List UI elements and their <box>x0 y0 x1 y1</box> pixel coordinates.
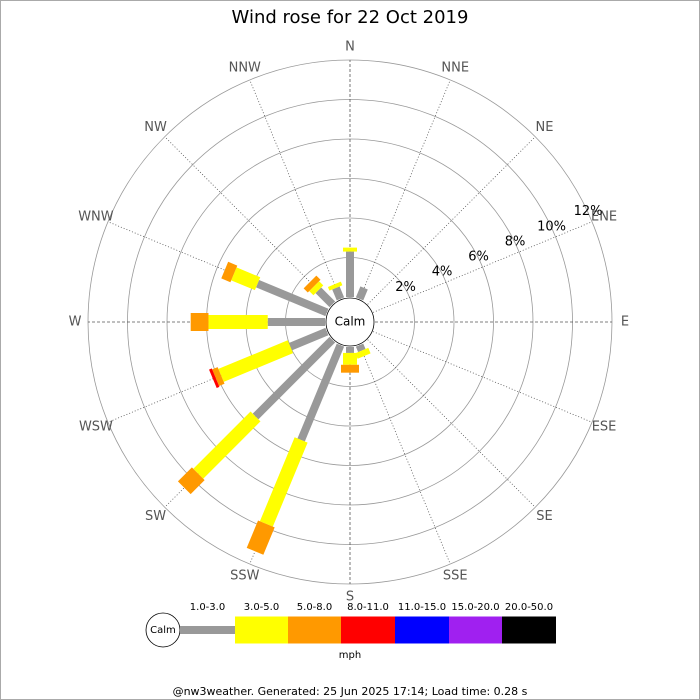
bar-segment <box>208 315 268 329</box>
bar-segment <box>288 327 329 351</box>
bar-segment <box>252 336 336 420</box>
calm-label: Calm <box>335 315 366 329</box>
bar-segment <box>332 286 345 301</box>
legend-label: 3.0-5.0 <box>244 602 279 613</box>
direction-bars <box>303 275 336 308</box>
legend-calm-label: Calm <box>150 625 176 636</box>
direction-label: NW <box>144 120 167 135</box>
direction-label: E <box>621 315 629 330</box>
direction-bars <box>209 327 329 389</box>
legend-label: 5.0-8.0 <box>297 602 332 613</box>
bar-segment <box>177 467 205 495</box>
direction-bars <box>341 347 359 373</box>
spoke <box>372 221 593 313</box>
bar-segment <box>343 247 357 252</box>
bar-segment <box>218 340 294 382</box>
bar-segment <box>209 368 220 389</box>
direction-label: WNW <box>78 209 114 224</box>
direction-bars <box>343 247 357 297</box>
bar-segment <box>193 411 261 479</box>
legend-label: 11.0-15.0 <box>398 602 446 613</box>
bar-segment <box>315 287 336 308</box>
chart-title: Wind rose for 22 Oct 2019 <box>232 7 469 28</box>
bar-segment <box>346 347 354 353</box>
bar-segment <box>355 286 368 301</box>
legend-swatch <box>288 616 341 644</box>
footer: @nw3weather. Generated: 25 Jun 2025 17:1… <box>173 685 528 698</box>
direction-bars <box>355 286 368 301</box>
direction-label: NNW <box>229 60 261 75</box>
legend-label: 20.0-50.0 <box>505 602 553 613</box>
spoke <box>359 344 451 565</box>
r-tick-label: 8% <box>505 234 526 249</box>
calm-circle <box>325 297 375 347</box>
bar-segment <box>246 520 275 555</box>
bar-segment <box>355 343 366 353</box>
bar-segment <box>267 318 326 326</box>
direction-bars <box>177 336 336 495</box>
r-tick-label: 4% <box>432 265 453 280</box>
legend-swatch <box>341 616 395 644</box>
direction-bars <box>327 281 345 301</box>
direction-label: S <box>346 590 354 605</box>
direction-bars <box>190 313 326 331</box>
direction-label: WSW <box>79 420 113 435</box>
direction-label: ENE <box>591 209 617 224</box>
bar-segment <box>343 352 357 365</box>
bar-segment <box>212 367 225 386</box>
bar-segment <box>221 261 238 283</box>
bar-segment <box>256 280 329 317</box>
r-tick-label: 2% <box>395 280 416 295</box>
direction-label: SW <box>145 509 166 524</box>
legend-swatch <box>502 616 556 644</box>
bar-segment <box>190 313 209 331</box>
legend-label: 1.0-3.0 <box>190 602 225 613</box>
legend-label: 15.0-20.0 <box>451 602 499 613</box>
bar-segment <box>355 347 371 359</box>
bar-segment <box>341 364 359 373</box>
r-tick-label: 10% <box>537 219 566 234</box>
spoke <box>372 331 593 423</box>
bar-segment <box>259 437 308 527</box>
bar-segment <box>231 267 261 291</box>
direction-label: SSW <box>230 569 260 584</box>
direction-label: N <box>345 40 355 55</box>
spoke <box>367 339 536 508</box>
direction-label: SSE <box>443 569 468 584</box>
direction-label: NE <box>535 120 553 135</box>
spoke <box>164 136 333 305</box>
direction-bars <box>246 343 345 555</box>
legend-swatch <box>180 626 235 634</box>
direction-label: ESE <box>592 420 617 435</box>
bar-segment <box>327 281 343 291</box>
legend-swatch <box>449 616 502 644</box>
direction-bars <box>221 261 329 317</box>
bar-segment <box>309 281 324 296</box>
legend-unit: mph <box>339 650 361 661</box>
r-tick-label: 12% <box>574 204 603 219</box>
direction-label: NNE <box>441 60 469 75</box>
spoke <box>249 79 341 300</box>
legend-swatch <box>235 616 288 644</box>
bar-segment <box>303 275 321 293</box>
legend-label: 8.0-11.0 <box>347 602 389 613</box>
spoke <box>359 79 451 300</box>
r-tick-label: 6% <box>468 250 489 265</box>
legend-swatch <box>395 616 449 644</box>
direction-label: W <box>69 315 82 330</box>
bar-segment <box>346 251 354 297</box>
direction-label: SE <box>536 509 552 524</box>
bar-segment <box>297 343 345 442</box>
direction-bars <box>355 343 371 359</box>
spoke <box>367 136 536 305</box>
